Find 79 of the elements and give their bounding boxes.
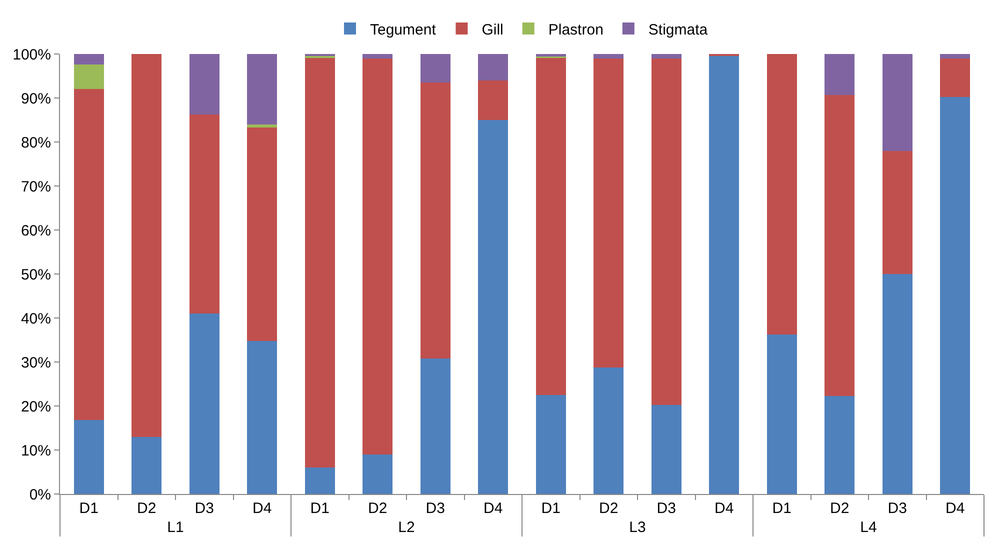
bar	[247, 54, 278, 124]
bar	[247, 127, 278, 341]
bar	[766, 54, 797, 334]
x-tick-label: D2	[830, 500, 850, 517]
x-tick-label: D1	[541, 500, 560, 517]
bar	[824, 396, 855, 494]
text: L3	[629, 519, 646, 536]
x-tick-label: D3	[194, 500, 214, 517]
y-tick-label: 60%	[20, 222, 51, 240]
y-tick-label: 80%	[20, 134, 51, 152]
bar	[478, 80, 508, 120]
bar	[536, 58, 566, 395]
y-tick-label: 70%	[20, 178, 51, 196]
bar	[247, 340, 278, 494]
text: L1	[167, 519, 184, 536]
bar	[940, 58, 970, 98]
x-tick-label: D3	[888, 500, 907, 517]
bar	[594, 367, 624, 494]
bar	[74, 64, 104, 90]
bar	[651, 405, 682, 494]
x-tick-label: D4	[484, 500, 503, 517]
bar	[132, 54, 162, 437]
x-tick-label: D1	[79, 500, 98, 517]
bar	[536, 395, 566, 494]
x-tick-label: D1	[310, 500, 330, 517]
y-tick-label: 50%	[20, 266, 51, 284]
bar	[304, 468, 335, 494]
bar	[882, 150, 912, 274]
x-tick-label: D4	[714, 500, 734, 517]
bar	[74, 54, 104, 65]
bar	[940, 54, 970, 58]
bar	[74, 420, 104, 494]
bar	[362, 54, 393, 58]
bar	[420, 82, 450, 358]
y-tick-label: 0%	[29, 486, 51, 504]
legend-label: Plastron	[548, 21, 604, 38]
text: L2	[398, 519, 415, 536]
y-tick-label: 40%	[20, 310, 51, 328]
y-tick-label: 10%	[20, 442, 51, 460]
bar	[362, 58, 393, 454]
bar	[247, 124, 278, 128]
bar	[651, 58, 682, 406]
bar	[74, 89, 104, 420]
x-tick-label: D2	[137, 500, 156, 517]
bar	[478, 120, 508, 494]
x-tick-label: D2	[368, 500, 388, 517]
y-tick-label: 20%	[20, 398, 51, 416]
bar	[824, 54, 855, 95]
text: L4	[860, 519, 877, 536]
legend-label: Gill	[482, 21, 504, 38]
legend-label: Tegument	[370, 21, 437, 38]
x-tick-label: D2	[599, 500, 618, 517]
bar	[940, 97, 970, 494]
bar	[766, 334, 797, 494]
bar	[420, 54, 450, 83]
bar	[709, 56, 740, 494]
bar	[594, 58, 624, 368]
x-tick-label: D1	[772, 500, 792, 517]
bar	[594, 54, 624, 58]
y-tick-label: 90%	[20, 90, 51, 108]
bar	[882, 274, 912, 494]
x-tick-label: D3	[426, 500, 445, 517]
x-tick-label: D4	[252, 500, 272, 517]
bar	[882, 54, 912, 151]
bar	[420, 358, 450, 494]
legend-label: Stigmata	[648, 21, 708, 38]
bar	[304, 58, 335, 468]
y-tick-label: 30%	[20, 354, 51, 372]
x-tick-label: D4	[946, 500, 965, 517]
y-tick-label: 100%	[12, 46, 51, 64]
bar	[824, 94, 855, 396]
bar	[189, 114, 220, 314]
bar	[362, 454, 393, 494]
bar	[132, 436, 162, 494]
bar	[478, 54, 508, 80]
bar	[189, 314, 220, 494]
bar	[651, 54, 682, 58]
x-tick-label: D3	[656, 500, 676, 517]
bar	[189, 54, 220, 114]
